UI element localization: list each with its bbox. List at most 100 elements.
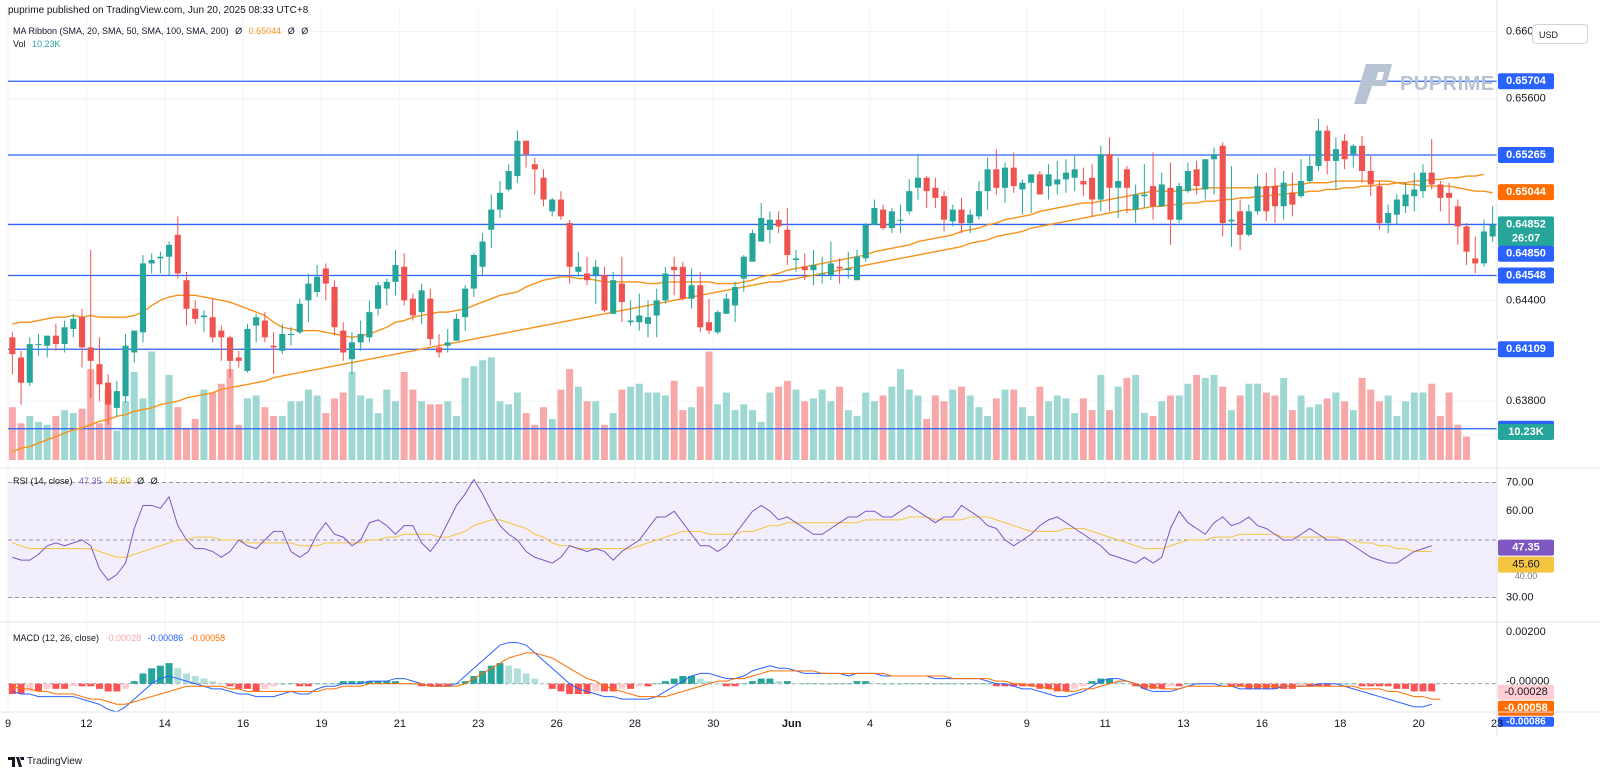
time-axis-label: 18 [1334, 718, 1346, 730]
macd-legend: MACD (12, 26, close) -0.00028 -0.00086 -… [13, 633, 229, 643]
time-axis-label: 6 [945, 718, 951, 730]
volume-bar [383, 389, 391, 460]
candle-body [470, 255, 477, 289]
candle-body [1419, 172, 1427, 192]
candle-body [488, 209, 495, 230]
candle-body [200, 315, 207, 318]
volume-bar [714, 404, 722, 460]
price-axis-tick-label: 0.64400 [1506, 294, 1546, 306]
volume-bar [69, 413, 77, 460]
candle-body [183, 280, 190, 309]
price-label-box [1498, 147, 1554, 164]
candle-body [1202, 159, 1209, 190]
candle-body [18, 357, 25, 383]
macd-histogram-bar [766, 678, 774, 684]
rsi-empty-2: Ø [150, 476, 158, 486]
volume-bar [1175, 395, 1183, 460]
macd-histogram-bar [627, 683, 635, 689]
volume-bar [749, 410, 756, 460]
macd-histogram-bar [217, 683, 225, 685]
vol-label: Vol [13, 39, 26, 49]
price-label-box [1498, 267, 1554, 284]
volume-bar [609, 413, 617, 460]
volume-bar [661, 395, 669, 460]
candle-body [348, 342, 355, 360]
volume-bar [339, 392, 347, 460]
volume-bar [931, 395, 939, 460]
candle-body [218, 330, 225, 338]
volume-bar [1053, 395, 1061, 460]
macd-histogram-bar [688, 676, 696, 684]
candle-body [340, 330, 347, 353]
candle-body [671, 266, 678, 271]
volume-bar [304, 389, 312, 460]
candle-body [1411, 189, 1418, 197]
macd-histogram-bar [122, 683, 130, 689]
candle-body [888, 211, 895, 229]
time-axis-label: 16 [1256, 718, 1268, 730]
volume-bar [505, 404, 513, 460]
candle-body [792, 258, 800, 261]
macd-histogram-bar [879, 683, 887, 685]
candle-body [845, 268, 852, 271]
published-line: puprime published on TradingView.com, Ju… [8, 5, 309, 16]
candle-body [732, 286, 739, 306]
macd-histogram-bar [34, 683, 42, 692]
macd-histogram-bar [95, 683, 103, 689]
macd-histogram-bar [931, 683, 939, 685]
volume-bar [409, 389, 417, 460]
candle-body [984, 169, 991, 192]
macd-histogram-bar [191, 676, 199, 684]
macd-histogram-bar [923, 683, 931, 685]
volume-bar [644, 392, 652, 460]
candle-body [514, 140, 521, 177]
volume-bar [653, 392, 661, 460]
candle-body [941, 196, 948, 220]
macd-histogram-bar [104, 683, 112, 692]
candle-body [1454, 206, 1461, 227]
time-axis-label: 13 [1177, 718, 1189, 730]
volume-bar [1402, 401, 1410, 460]
macd-histogram-bar [966, 683, 974, 685]
macd-histogram-bar [905, 683, 913, 685]
volume-bar [740, 404, 748, 460]
volume-bar [914, 395, 922, 460]
candle-body [967, 214, 974, 224]
volume-bar [1262, 392, 1270, 460]
candle-body [601, 275, 608, 311]
volume-bar [879, 395, 887, 460]
volume-bar [479, 360, 487, 460]
volume-bar [844, 410, 852, 460]
volume-bar [444, 401, 452, 460]
vol-legend: Vol 10.23K [13, 39, 65, 49]
currency-selector[interactable]: USD [1532, 24, 1588, 44]
volume-bar [8, 407, 16, 460]
macd-histogram-bar [783, 681, 791, 684]
candle-body [1080, 181, 1087, 185]
volume-bar [574, 386, 582, 460]
candle-body [531, 164, 538, 170]
macd-value-text: -0.00086 [1506, 716, 1546, 727]
volume-bar [775, 386, 783, 460]
candle-body [906, 191, 913, 212]
volume-bar [949, 389, 957, 460]
candle-body [975, 191, 982, 217]
macd-histogram-bar [644, 683, 652, 687]
volume-bar [540, 407, 548, 460]
volume-bar [783, 380, 791, 460]
volume-bar [78, 408, 86, 460]
candle-body [810, 265, 817, 271]
volume-bar [156, 427, 164, 460]
price-label-text: 0.64852 [1506, 218, 1546, 230]
candle-body [131, 330, 138, 353]
candle-body [1315, 130, 1322, 166]
candle-body [105, 382, 112, 405]
volume-bar [1349, 410, 1357, 460]
volume-bar [600, 424, 608, 460]
ma-ribbon-v1: Ø [235, 26, 243, 36]
macd-label: MACD (12, 26, close) [13, 633, 100, 643]
time-axis-label: 11 [1099, 718, 1110, 730]
volume-bar [522, 413, 530, 460]
candle-body [914, 177, 921, 188]
